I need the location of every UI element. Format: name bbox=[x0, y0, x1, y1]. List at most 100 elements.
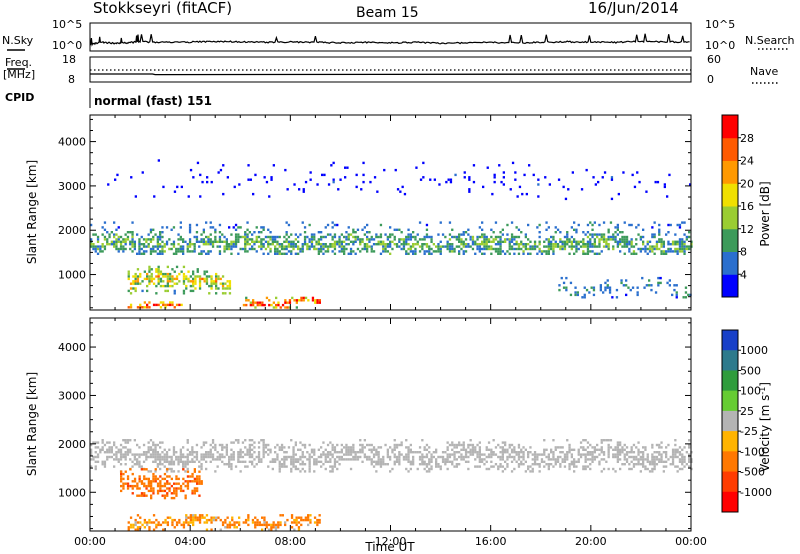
heatmap-cell bbox=[283, 252, 286, 255]
heatmap-cell bbox=[306, 235, 309, 239]
heatmap-cell bbox=[537, 195, 540, 198]
heatmap-cell bbox=[538, 247, 541, 251]
heatmap-cell bbox=[612, 455, 615, 459]
heatmap-cell bbox=[688, 453, 691, 456]
heatmap-cell bbox=[471, 451, 475, 454]
heatmap-cell bbox=[139, 272, 142, 276]
heatmap-cell bbox=[407, 458, 410, 461]
heatmap-cell bbox=[279, 523, 282, 527]
heatmap-cell bbox=[531, 458, 534, 461]
heatmap-cell bbox=[563, 455, 567, 459]
heatmap-cell bbox=[375, 448, 378, 451]
heatmap-cell bbox=[409, 460, 412, 463]
heatmap-cell bbox=[566, 439, 569, 442]
heatmap-cell bbox=[248, 451, 251, 454]
heatmap-cell bbox=[172, 245, 176, 248]
heatmap-cell bbox=[119, 455, 123, 459]
heatmap-cell bbox=[147, 245, 150, 248]
heatmap-cell bbox=[225, 247, 228, 251]
heatmap-cell bbox=[568, 467, 571, 471]
heatmap-cell bbox=[322, 235, 325, 239]
heatmap-cell bbox=[154, 233, 157, 236]
heatmap-cell bbox=[366, 458, 369, 461]
heatmap-cell bbox=[648, 247, 652, 251]
heatmap-cell bbox=[685, 238, 688, 241]
heatmap-cell bbox=[172, 463, 176, 466]
heatmap-cell bbox=[165, 455, 169, 459]
heatmap-cell bbox=[172, 243, 176, 246]
heatmap-cell bbox=[418, 238, 422, 241]
heatmap-cell bbox=[354, 238, 357, 241]
heatmap-cell bbox=[194, 516, 197, 519]
heatmap-cell bbox=[621, 448, 624, 451]
heatmap-cell bbox=[543, 245, 546, 248]
heatmap-cell bbox=[152, 455, 155, 459]
heatmap-cell bbox=[145, 451, 148, 454]
heatmap-cell bbox=[560, 276, 563, 280]
heatmap-cell bbox=[665, 453, 668, 456]
heatmap-cell bbox=[628, 243, 631, 246]
heatmap-cell bbox=[428, 463, 431, 466]
heatmap-cell bbox=[283, 240, 286, 243]
heatmap-cell bbox=[356, 238, 360, 241]
heatmap-cell bbox=[379, 243, 383, 246]
heatmap-cell bbox=[529, 247, 532, 251]
heatmap-cell bbox=[207, 250, 210, 253]
heatmap-cell bbox=[412, 460, 415, 463]
heatmap-cell bbox=[501, 240, 504, 243]
heatmap-cell bbox=[182, 282, 186, 285]
heatmap-cell bbox=[152, 460, 155, 463]
heatmap-cell bbox=[269, 460, 272, 463]
heatmap-cell bbox=[161, 252, 164, 255]
heatmap-cell bbox=[127, 272, 130, 276]
heatmap-cell bbox=[179, 484, 183, 488]
heatmap-cell bbox=[614, 470, 617, 473]
heatmap-cell bbox=[244, 231, 247, 234]
heatmap-cell bbox=[136, 487, 139, 490]
heatmap-cell bbox=[138, 460, 141, 463]
heatmap-cell bbox=[124, 233, 127, 236]
heatmap-cell bbox=[568, 240, 571, 243]
heatmap-cell bbox=[499, 250, 502, 253]
heatmap-cell bbox=[154, 443, 157, 447]
heatmap-cell bbox=[593, 238, 596, 241]
heatmap-cell bbox=[508, 446, 511, 449]
heatmap-cell bbox=[487, 453, 491, 456]
heatmap-cell bbox=[221, 282, 225, 285]
heatmap-cell bbox=[527, 465, 530, 468]
heatmap-cell bbox=[133, 439, 136, 442]
heatmap-cell bbox=[614, 235, 617, 239]
heatmap-cell bbox=[255, 250, 258, 253]
heatmap-cell bbox=[623, 221, 626, 224]
heatmap-cell bbox=[320, 235, 323, 239]
heatmap-cell bbox=[662, 451, 665, 454]
heatmap-cell bbox=[604, 281, 607, 285]
heatmap-cell bbox=[136, 494, 139, 497]
heatmap-cell bbox=[356, 228, 360, 231]
heatmap-cell bbox=[660, 453, 663, 456]
heatmap-cell bbox=[616, 240, 619, 243]
heatmap-cell bbox=[665, 465, 668, 468]
noise-frame bbox=[89, 22, 692, 52]
heatmap-cell bbox=[262, 451, 265, 454]
heatmap-cell bbox=[149, 448, 153, 451]
heatmap-cell bbox=[201, 516, 204, 519]
heatmap-cell bbox=[435, 250, 438, 253]
heatmap-cell bbox=[651, 226, 654, 229]
heatmap-cell bbox=[439, 247, 442, 251]
heatmap-cell bbox=[349, 453, 353, 456]
heatmap-cell bbox=[205, 460, 208, 463]
heatmap-cell bbox=[623, 243, 626, 246]
heatmap-cell bbox=[487, 441, 491, 444]
heatmap-cell bbox=[280, 245, 284, 248]
heatmap-cell bbox=[202, 231, 205, 234]
heatmap-cell bbox=[320, 247, 323, 251]
heatmap-cell bbox=[202, 238, 205, 241]
heatmap-cell bbox=[185, 284, 188, 288]
heatmap-cell bbox=[639, 458, 642, 461]
heatmap-cell bbox=[194, 280, 197, 283]
heatmap-cell bbox=[332, 161, 335, 165]
heatmap-cell bbox=[136, 277, 140, 281]
heatmap-cell bbox=[159, 272, 163, 276]
heatmap-cell bbox=[251, 240, 254, 243]
